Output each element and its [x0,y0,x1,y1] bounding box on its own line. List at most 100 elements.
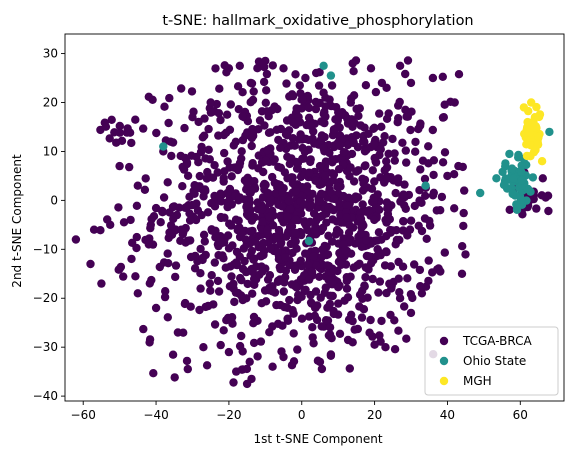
scatter-point [290,141,299,150]
scatter-point [183,364,192,374]
scatter-point [307,201,316,210]
scatter-point [299,200,309,209]
scatter-point [519,103,529,112]
scatter-point [126,215,135,225]
scatter-point [291,70,300,79]
scatter-point [373,251,382,261]
scatter-point [326,291,335,300]
scatter-point [367,184,377,193]
scatter-point [405,225,415,234]
scatter-point [370,177,379,186]
scatter-point [335,228,344,237]
scatter-point [375,205,384,214]
scatter-point [253,198,262,207]
scatter-point [334,108,343,117]
scatter-point [264,189,273,198]
scatter-point [238,264,248,274]
scatter-point [422,234,431,243]
scatter-point [71,235,81,244]
scatter-point [245,357,254,366]
scatter-point [115,264,124,274]
scatter-point [359,137,369,146]
scatter-point [461,250,470,259]
scatter-point [288,306,297,315]
scatter-point [310,225,319,235]
scatter-point [183,171,193,180]
scatter-point [425,216,434,226]
scatter-point [159,193,169,202]
scatter-point [516,195,526,204]
scatter-point [454,70,464,79]
scatter-point [348,338,357,347]
scatter-point [257,299,266,308]
scatter-point [100,118,110,127]
scatter-point [195,305,204,315]
scatter-point [317,189,326,198]
scatter-point [167,151,176,161]
scatter-point [231,137,240,146]
scatter-point [358,200,367,209]
scatter-point [321,316,331,325]
scatter-point [227,272,236,281]
scatter-point [232,367,241,376]
scatter-point [401,204,410,213]
scatter-point [248,289,257,298]
scatter-point [235,193,244,202]
scatter-point [319,88,328,97]
scatter-point [265,328,274,337]
scatter-point [241,131,250,140]
scatter-point [328,155,337,164]
scatter-point [377,78,387,88]
scatter-point [265,271,275,280]
scatter-point [307,122,316,131]
scatter-point [406,216,416,225]
scatter-point [307,267,317,277]
scatter-point [225,125,235,134]
scatter-point [308,323,317,332]
x-tick-label: 40 [440,408,455,422]
scatter-point [348,59,357,68]
scatter-point [156,218,165,227]
scatter-point [382,157,391,166]
scatter-point [334,299,343,308]
scatter-point [283,152,292,161]
scatter-point [206,98,215,107]
legend: TCGA-BRCA Ohio State MGH [424,326,559,396]
scatter-point [262,86,271,95]
scatter-point [86,259,95,269]
scatter-point [246,78,255,88]
legend-label: Ohio State [463,354,526,368]
scatter-point [268,221,278,230]
scatter-point [459,208,468,218]
scatter-point [203,208,213,217]
scatter-point [318,223,328,232]
scatter-point [343,114,353,124]
scatter-point [149,212,159,221]
scatter-point [428,125,437,135]
scatter-point [349,91,359,100]
scatter-point [155,262,164,272]
x-axis-label: 1st t-SNE Component [253,432,382,446]
scatter-point [318,245,327,254]
scatter-point [368,274,377,284]
scatter-point [505,149,514,159]
scatter-point [390,345,400,354]
scatter-point [420,174,430,184]
scatter-point [366,64,376,73]
scatter-point [287,222,297,231]
scatter-point [230,297,239,307]
scatter-point [131,115,140,124]
scatter-point [123,124,132,133]
scatter-point [279,64,288,73]
scatter-point [145,279,154,288]
scatter-point [384,149,393,158]
scatter-point [210,161,219,170]
scatter-point [403,56,413,65]
scatter-point [283,212,292,221]
scatter-point [182,356,192,366]
scatter-point [449,170,459,179]
scatter-point [530,122,540,132]
scatter-point [394,174,403,183]
scatter-point [460,186,469,195]
scatter-point [282,79,291,88]
